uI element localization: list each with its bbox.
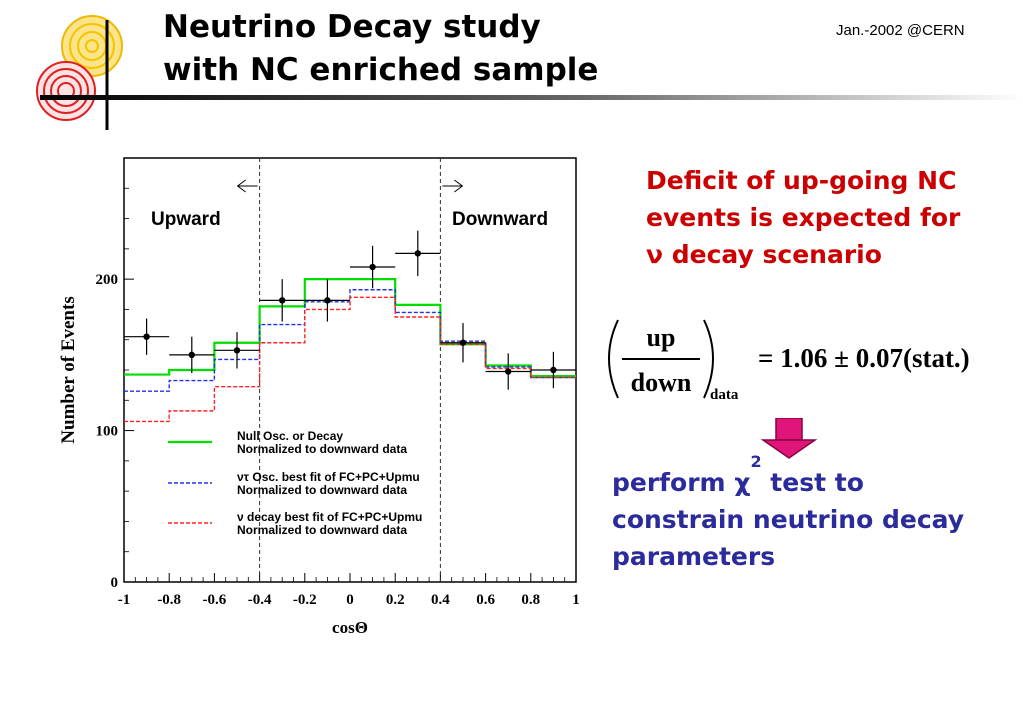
deficit-note-line-2: events is expected for bbox=[646, 203, 961, 232]
histogram-series-2 bbox=[124, 296, 576, 423]
slide-date: Jan.-2002 @CERN bbox=[836, 22, 965, 39]
downward-arrow-head-icon bbox=[454, 179, 464, 193]
chi-square-note-line-1: perform χ2 test to bbox=[612, 454, 1022, 501]
neutrino-decay-chart: -1 -0.8 -0.6 -0.4 -0.2 0 0.2 0.4 0.6 0.8 1 0 100 200 c… bbox=[58, 157, 580, 637]
chi-square-note: perform χ2 test to constrain neutrino de… bbox=[612, 454, 1022, 575]
y-tick-label: 200 bbox=[96, 272, 119, 288]
left-paren bbox=[608, 319, 619, 399]
right-paren bbox=[703, 319, 714, 399]
ratio-denominator: down bbox=[631, 368, 692, 397]
y-tick-label: 100 bbox=[96, 424, 119, 440]
x-tick-label: 0.2 bbox=[386, 592, 405, 608]
deficit-note-line-3: ν decay scenario bbox=[646, 240, 882, 269]
x-tick-label: -0.4 bbox=[248, 592, 272, 608]
data-point bbox=[550, 366, 557, 374]
down-arrow-icon bbox=[760, 418, 818, 459]
legend-sublabel-2: Normalized to downward data bbox=[237, 523, 407, 537]
x-tick-label: 0.4 bbox=[431, 592, 450, 608]
ratio-numerator: up bbox=[647, 323, 676, 352]
x-tick-label: -0.6 bbox=[203, 592, 227, 608]
histogram-series-1 bbox=[124, 289, 576, 392]
ratio-result: = 1.06 ± 0.07(stat.) bbox=[758, 343, 970, 373]
chi-square-note-part-b: test to bbox=[761, 468, 864, 497]
chi-square-exponent: 2 bbox=[750, 452, 762, 471]
data-point bbox=[188, 351, 195, 359]
chi-square-note-line-2: constrain neutrino decay bbox=[612, 505, 965, 534]
x-axis-label: cosΘ bbox=[332, 618, 368, 637]
legend-label-1: ντ Osc. best fit of FC+PC+Upmu bbox=[237, 470, 420, 484]
x-tick-label: -0.8 bbox=[157, 592, 181, 608]
upward-region-label: Upward bbox=[151, 209, 221, 230]
data-point bbox=[143, 333, 150, 340]
slide-title: Neutrino Decay study with NC enriched sa… bbox=[163, 6, 598, 92]
deficit-note: Deficit of up-going NC events is expecte… bbox=[646, 162, 1016, 273]
x-tick-label: -1 bbox=[118, 592, 131, 608]
data-point bbox=[233, 347, 241, 354]
x-tick-label: 0.8 bbox=[521, 592, 540, 608]
ratio-subscript: data bbox=[710, 387, 739, 403]
chi-square-note-line-3: parameters bbox=[612, 542, 776, 571]
data-point bbox=[369, 263, 376, 271]
data-point bbox=[505, 368, 512, 375]
x-tick-label: 0.6 bbox=[476, 592, 495, 608]
y-tick-label: 0 bbox=[111, 575, 119, 591]
title-underline bbox=[40, 95, 1023, 100]
up-down-ratio-equation: up down data = 1.06 ± 0.07(stat.) bbox=[608, 319, 970, 403]
data-point bbox=[324, 297, 331, 304]
y-axis-label: Number of Events bbox=[58, 296, 79, 443]
downward-region-label: Downward bbox=[452, 209, 548, 230]
legend-sublabel-0: Normalized to downward data bbox=[237, 442, 407, 456]
title-line-1: Neutrino Decay study bbox=[163, 9, 541, 45]
upward-arrow-head-icon bbox=[236, 179, 246, 193]
data-point bbox=[414, 250, 421, 257]
data-point bbox=[459, 339, 467, 346]
deficit-note-line-1: Deficit of up-going NC bbox=[646, 166, 957, 195]
title-line-2: with NC enriched sample bbox=[163, 52, 599, 88]
x-tick-label: 0 bbox=[346, 592, 354, 608]
legend-sublabel-1: Normalized to downward data bbox=[237, 483, 407, 497]
x-tick-label: 1 bbox=[572, 592, 580, 608]
x-tick-label: -0.2 bbox=[293, 592, 317, 608]
legend-label-2: ν decay best fit of FC+PC+Upmu bbox=[237, 510, 422, 524]
legend-label-0: Null Osc. or Decay bbox=[237, 429, 343, 443]
chi-square-note-part-a: perform χ bbox=[612, 468, 751, 497]
data-point bbox=[279, 297, 286, 304]
